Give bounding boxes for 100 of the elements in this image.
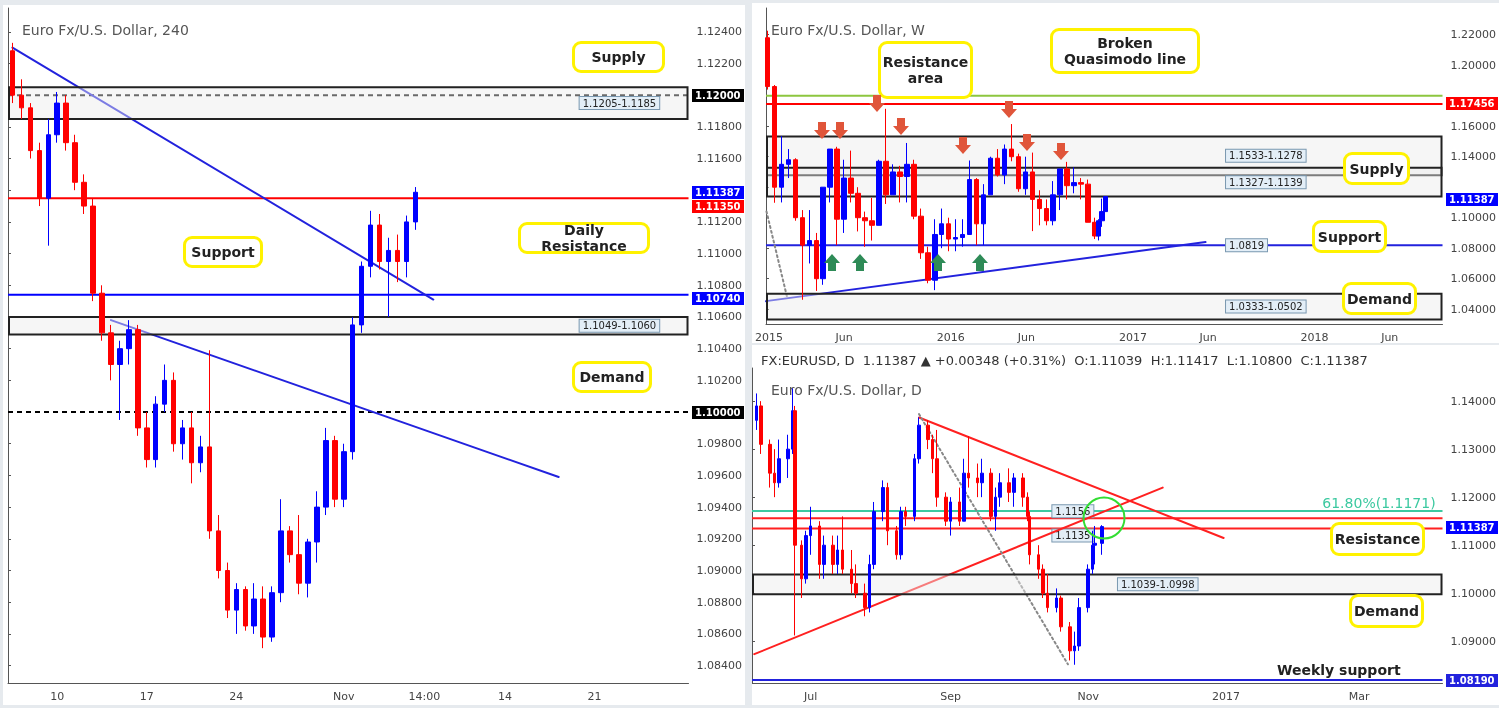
candlestick [162,364,167,413]
candlestick [935,429,939,508]
x-tick-label: Nov [1077,690,1100,703]
x-tick-label: Jun [834,331,853,344]
candlestick [395,234,400,283]
speech-bubble: Demand [572,361,652,393]
x-tick-label: 24 [229,690,244,703]
ref-line-label: 1.08190 [1446,673,1498,687]
candlestick [881,479,885,522]
candlestick [323,427,329,516]
candlestick [807,209,812,264]
y-tick-label: 1.10400 [696,342,743,356]
candlestick [287,525,293,564]
candlestick [243,585,248,632]
candlestick [278,498,284,603]
band-label: 1.1533-1.1278 [1229,150,1303,162]
speech-bubble: Resistance [1330,522,1425,556]
y-tick-label: 1.09000 [1450,634,1497,648]
candlestick [126,319,132,366]
candlestick [63,94,69,152]
candlestick [944,491,948,527]
candlestick [841,515,844,575]
x-tick-label: Jun [1198,331,1217,344]
candlestick [876,159,882,226]
y-tick-label: 1.10200 [696,373,743,387]
candlestick [1002,144,1007,185]
y-tick-label: 1.22000 [1450,28,1497,42]
y-tick-label: 1.14000 [1450,394,1497,408]
candlestick [793,157,798,222]
y-tick-label: 1.08600 [696,627,743,641]
band-label: 1.1327-1.1139 [1229,176,1303,188]
candlestick [949,496,952,537]
speech-bubble: Demand [1349,594,1424,628]
speech-bubble: Support [1312,220,1387,253]
y-tick-label: 1.10000 [1450,586,1497,600]
x-tick-label: Jun [1380,331,1399,344]
candlestick [10,42,15,104]
y-tick-label: 1.20000 [1450,58,1497,72]
candlestick [834,146,840,246]
candlestick [953,218,958,252]
y-tick-label: 1.13000 [1450,442,1497,456]
candlestick [198,435,203,473]
candlestick [144,411,150,469]
candlestick [207,349,212,540]
candlestick [897,165,903,203]
candlestick [234,582,239,635]
candlestick [989,467,993,522]
candlestick [831,535,835,575]
y-tick-label: 1.08800 [696,595,743,609]
candlestick [225,562,230,619]
candlestick [886,482,889,546]
candlestick [759,400,763,455]
y-tick-label: 1.09600 [696,468,743,482]
y-tick-label: 1.09800 [696,437,743,451]
candlestick [332,435,338,508]
x-tick-label: 2016 [936,331,965,344]
candlestick [946,217,951,252]
candlestick [108,324,114,381]
x-tick-label: Jun [1016,331,1035,344]
x-tick-label: 2017 [1118,331,1147,344]
y-tick-label: 1.16000 [1450,119,1497,133]
candlestick [305,538,311,598]
y-tick-label: 1.10000 [1450,211,1497,225]
candlestick [72,134,78,191]
y-tick-label: 1.10800 [696,278,743,292]
candlestick [54,91,60,144]
candlestick [883,108,889,205]
band-label: 1.0333-1.0502 [1229,301,1303,313]
candlestick [314,490,320,564]
candlestick [377,213,382,270]
candlestick [818,520,821,580]
candlestick [1064,161,1070,200]
ref-line-label: 1.0819 [1229,239,1265,251]
candlestick [779,135,784,203]
ref-line-label: 1.11350 [692,199,744,213]
candlestick [135,324,141,437]
candlestick [368,210,373,278]
x-tick-label: 10 [50,690,65,703]
text: Euro Fx/U.S. Dollar, 240 [22,22,189,38]
candlestick [28,102,33,160]
candlestick [1071,166,1077,194]
candlestick [19,78,24,120]
x-tick-label: 17 [139,690,154,703]
candlestick [895,525,898,561]
y-tick-label: 1.11200 [696,215,743,229]
candlestick [189,411,194,484]
ref-line-label: 61.80%(1.1171) [1322,495,1436,512]
candlestick [1023,156,1028,196]
annotation: Weekly support [1277,662,1401,678]
candlestick [171,371,176,453]
candlestick [974,177,979,246]
candlestick [46,118,51,247]
candlestick [822,535,826,580]
ref-line-label: 1.10740 [692,291,744,305]
candlestick [1037,189,1042,226]
speech-bubble: Broken Quasimodo line [1050,28,1200,74]
x-tick-label: Jul [803,690,818,703]
x-tick-label: 2017 [1211,690,1240,703]
candlestick [962,458,966,522]
candlestick [890,163,896,196]
